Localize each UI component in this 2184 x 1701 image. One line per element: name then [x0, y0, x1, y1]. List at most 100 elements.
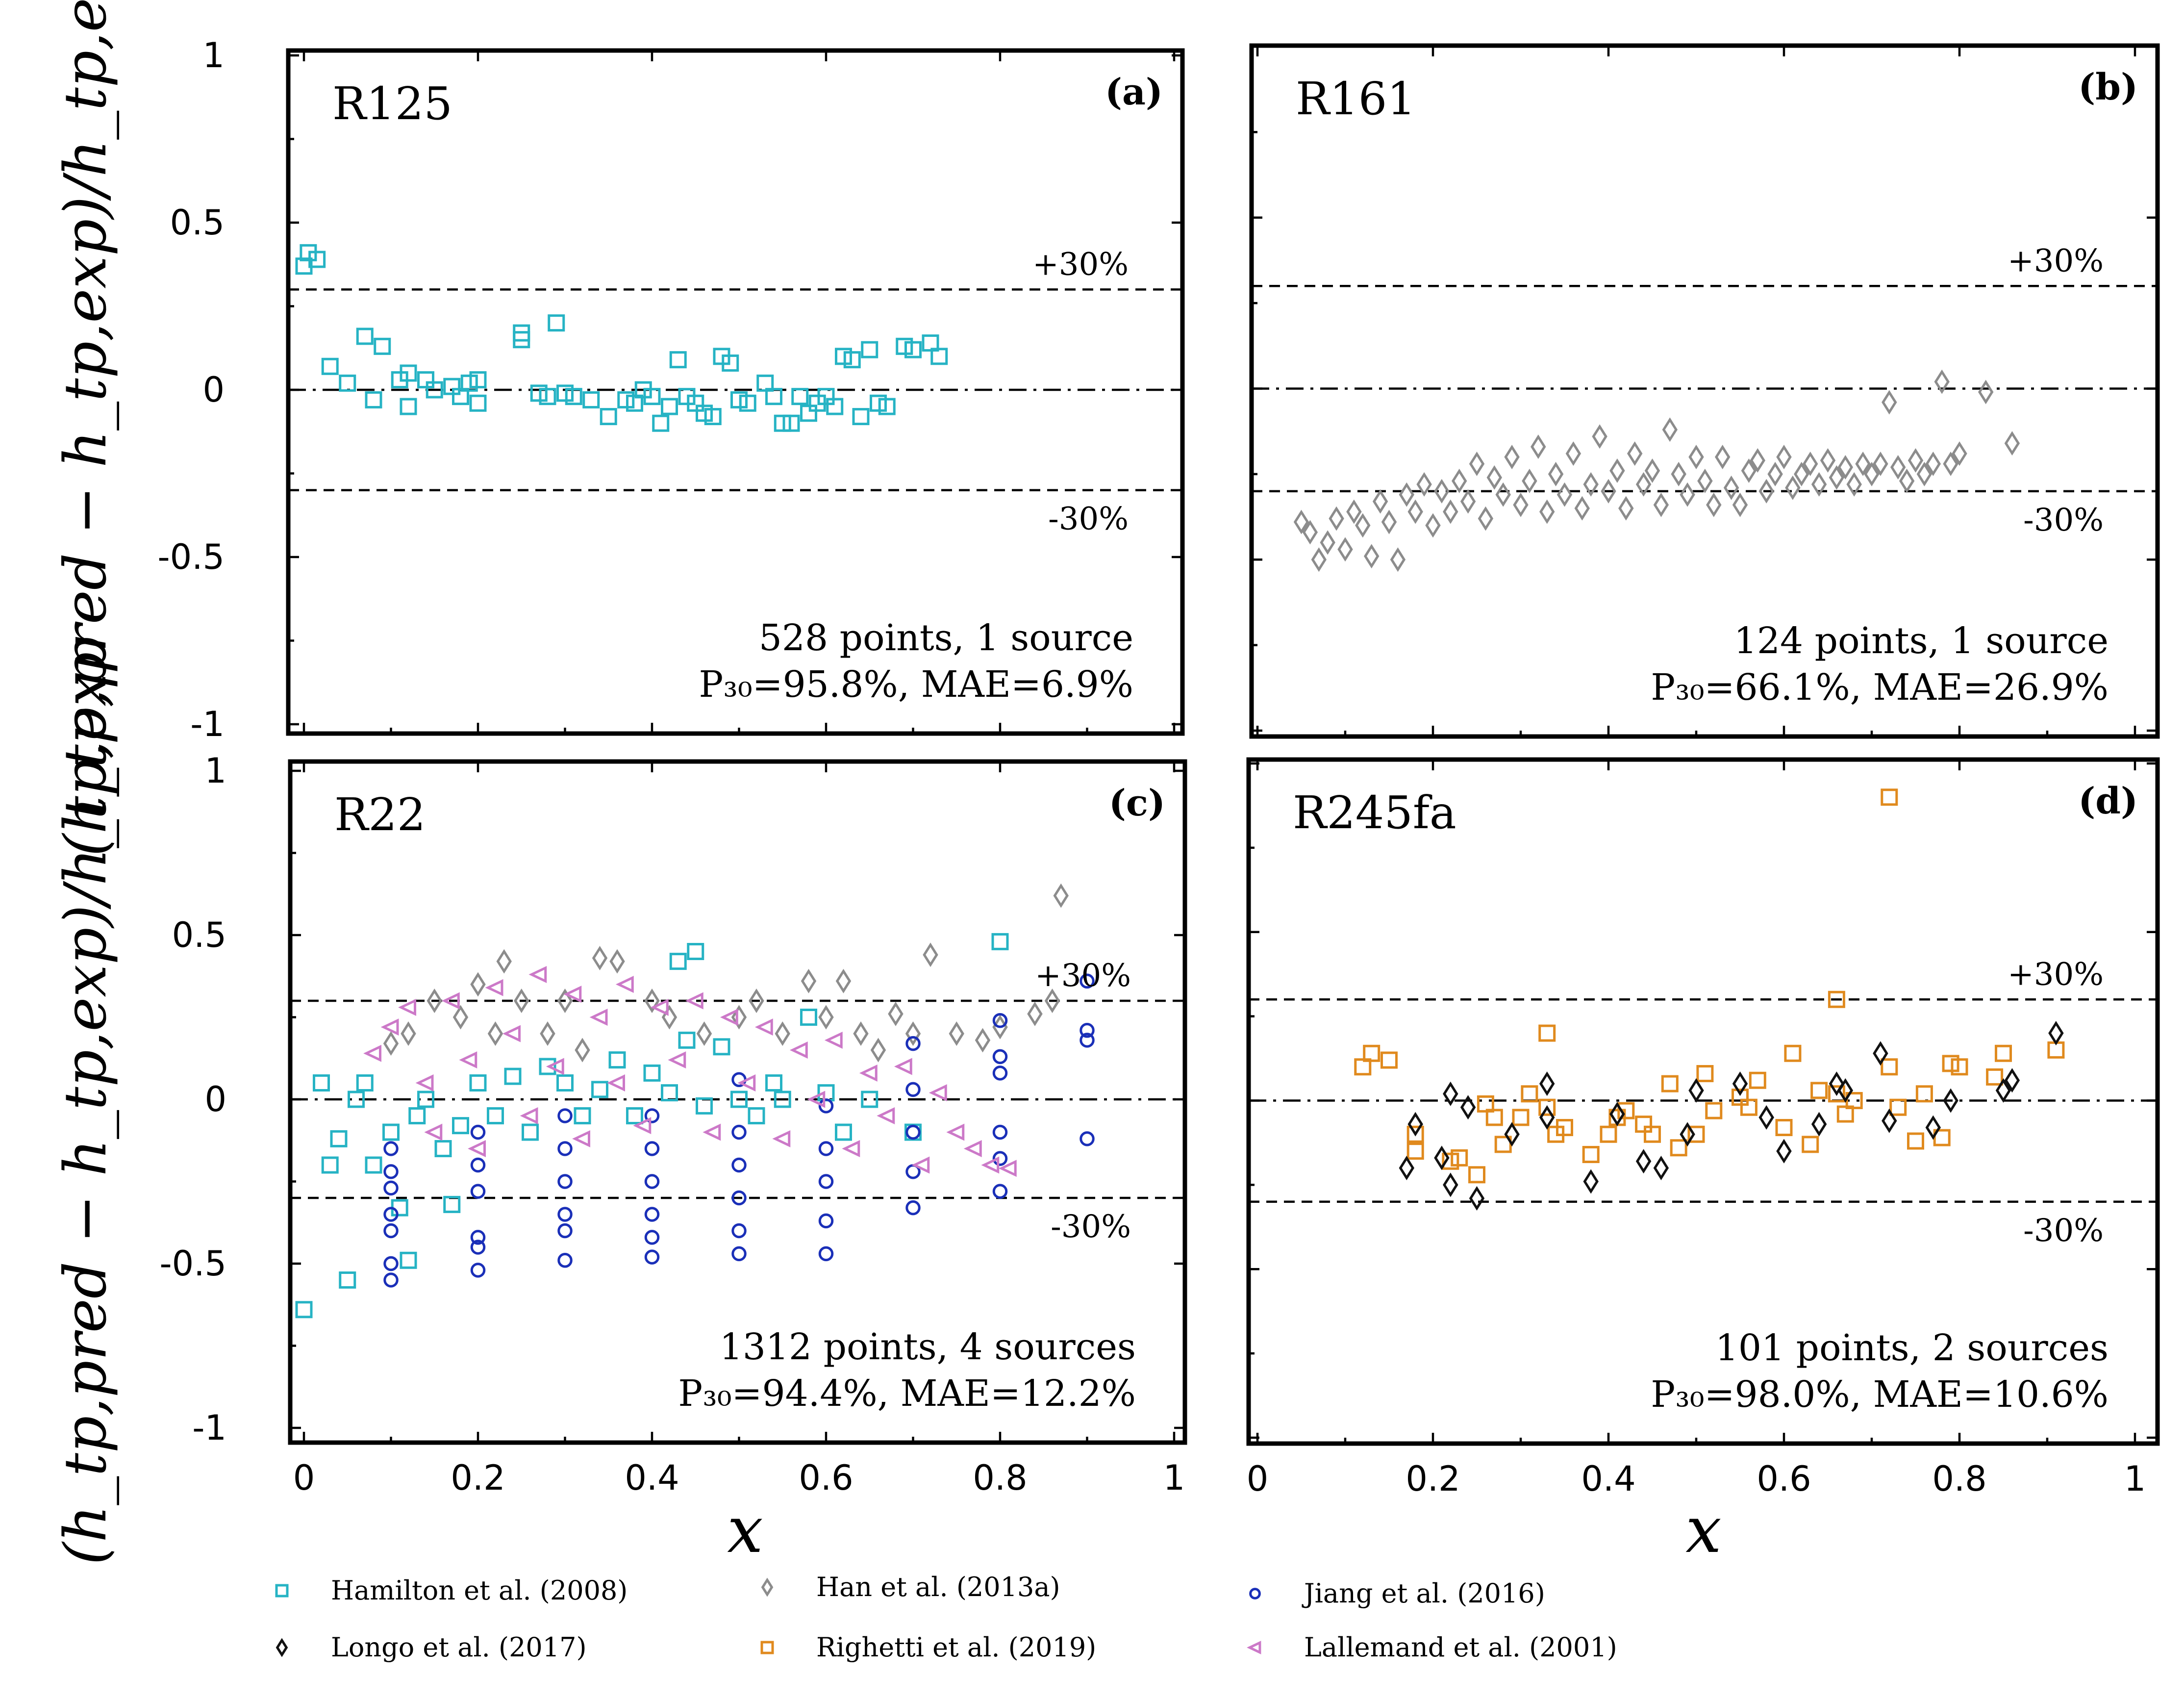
data-point — [826, 398, 844, 415]
data-point — [1881, 788, 1898, 806]
data-point — [1915, 1085, 1933, 1103]
data-point — [1311, 547, 1327, 572]
data-point — [1486, 465, 1503, 490]
data-point — [540, 1021, 555, 1046]
data-point — [1995, 1044, 2012, 1062]
data-point — [348, 1091, 365, 1108]
data-point — [557, 1141, 573, 1156]
data-point — [817, 1084, 835, 1102]
data-point — [557, 1174, 573, 1189]
data-point — [1688, 445, 1704, 469]
data-point — [643, 388, 661, 406]
data-point — [1320, 530, 1335, 555]
data-point — [496, 949, 512, 974]
data-point — [356, 328, 374, 345]
panel-letter: (a) — [1105, 71, 1163, 113]
y-tick-label: -1 — [190, 704, 225, 744]
data-point — [383, 1223, 399, 1239]
data-point — [321, 1156, 339, 1174]
data-point — [644, 989, 660, 1013]
data-point — [774, 1091, 791, 1108]
data-point — [1952, 441, 1967, 466]
points-summary: 528 points, 1 source — [759, 617, 1133, 659]
data-point — [520, 1107, 538, 1124]
data-point — [1635, 472, 1652, 497]
fluid-label: R125 — [332, 77, 452, 130]
data-point — [801, 968, 817, 993]
data-point — [1916, 461, 1933, 486]
data-point — [1829, 1071, 1845, 1096]
data-point — [1539, 1071, 1555, 1096]
data-point — [1609, 1102, 1625, 1126]
data-point — [756, 374, 774, 392]
data-point — [992, 1013, 1008, 1028]
data-point — [905, 1082, 921, 1097]
x-tick-label: 0.4 — [1581, 1459, 1635, 1499]
data-point — [470, 1124, 486, 1140]
data-point — [1434, 1145, 1450, 1170]
legend-label: Longo et al. (2017) — [331, 1632, 587, 1663]
data-point — [835, 348, 852, 365]
data-point — [383, 1272, 399, 1288]
data-point — [1732, 1071, 1748, 1096]
data-point — [644, 1249, 660, 1265]
data-point — [722, 354, 739, 372]
fluid-label: R161 — [1296, 73, 1416, 125]
data-point — [765, 388, 782, 406]
data-point — [731, 1190, 747, 1206]
data-point — [1443, 499, 1458, 524]
data-point — [1574, 496, 1590, 521]
data-point — [487, 1021, 503, 1046]
data-point — [1670, 1139, 1687, 1157]
data-point — [1714, 445, 1731, 469]
data-point — [775, 1021, 790, 1046]
panel-c: 1 0.5 0 -0.5 -1 0 0.2 0.4 0.6 0.8 1 R22 (c) +30% -30% 1… — [159, 751, 1187, 1498]
data-point — [1705, 1102, 1723, 1119]
data-point — [731, 1157, 747, 1173]
data-point — [1044, 989, 1060, 1013]
data-point — [469, 371, 487, 389]
legend-label: Lallemand et al. (2001) — [1304, 1632, 1617, 1663]
data-point — [382, 1123, 400, 1141]
data-point — [556, 1074, 574, 1092]
data-point — [998, 1160, 1017, 1177]
data-point — [1741, 458, 1757, 483]
data-point — [703, 1123, 721, 1141]
data-point — [401, 1021, 416, 1046]
data-point — [426, 381, 443, 399]
legend-label: Han et al. (2013a) — [816, 1572, 1060, 1602]
legend-label: Hamilton et al. (2008) — [331, 1575, 628, 1606]
data-point — [400, 1251, 417, 1269]
x-axis-title: x — [1685, 1493, 1721, 1567]
data-point — [949, 1021, 964, 1046]
data-point — [748, 1107, 765, 1124]
data-point — [1671, 461, 1686, 486]
data-point — [731, 1223, 747, 1239]
data-point — [1372, 489, 1388, 514]
data-point — [1890, 455, 1906, 480]
y-tick-label: 0 — [202, 370, 225, 410]
data-point — [415, 1074, 434, 1092]
series-longo-et-al-2017- — [1399, 1021, 2064, 1211]
data-point — [1732, 1089, 1749, 1106]
data-point — [1556, 482, 1573, 507]
data-point — [1776, 1139, 1792, 1164]
y-tick-label: -0.5 — [157, 537, 225, 577]
data-point — [643, 1064, 661, 1082]
data-point — [1889, 1098, 1907, 1116]
data-point — [459, 1051, 477, 1069]
data-point — [1617, 1102, 1635, 1119]
data-point — [374, 337, 391, 355]
data-point — [730, 391, 748, 408]
panel-a: 1 0.5 0 -0.5 -1 R125 (a) +30% -30% 528 points, 1 … — [157, 35, 1185, 744]
data-point — [1864, 461, 1880, 486]
data-point — [1407, 1112, 1423, 1137]
x-tick-label: 0.8 — [973, 1458, 1027, 1498]
data-point — [1688, 1078, 1704, 1103]
data-point — [861, 341, 879, 358]
data-point — [737, 1074, 756, 1092]
data-point — [1512, 1109, 1530, 1126]
data-point — [1443, 1081, 1458, 1106]
panel-frame — [1249, 43, 2160, 739]
data-point — [1565, 441, 1582, 466]
